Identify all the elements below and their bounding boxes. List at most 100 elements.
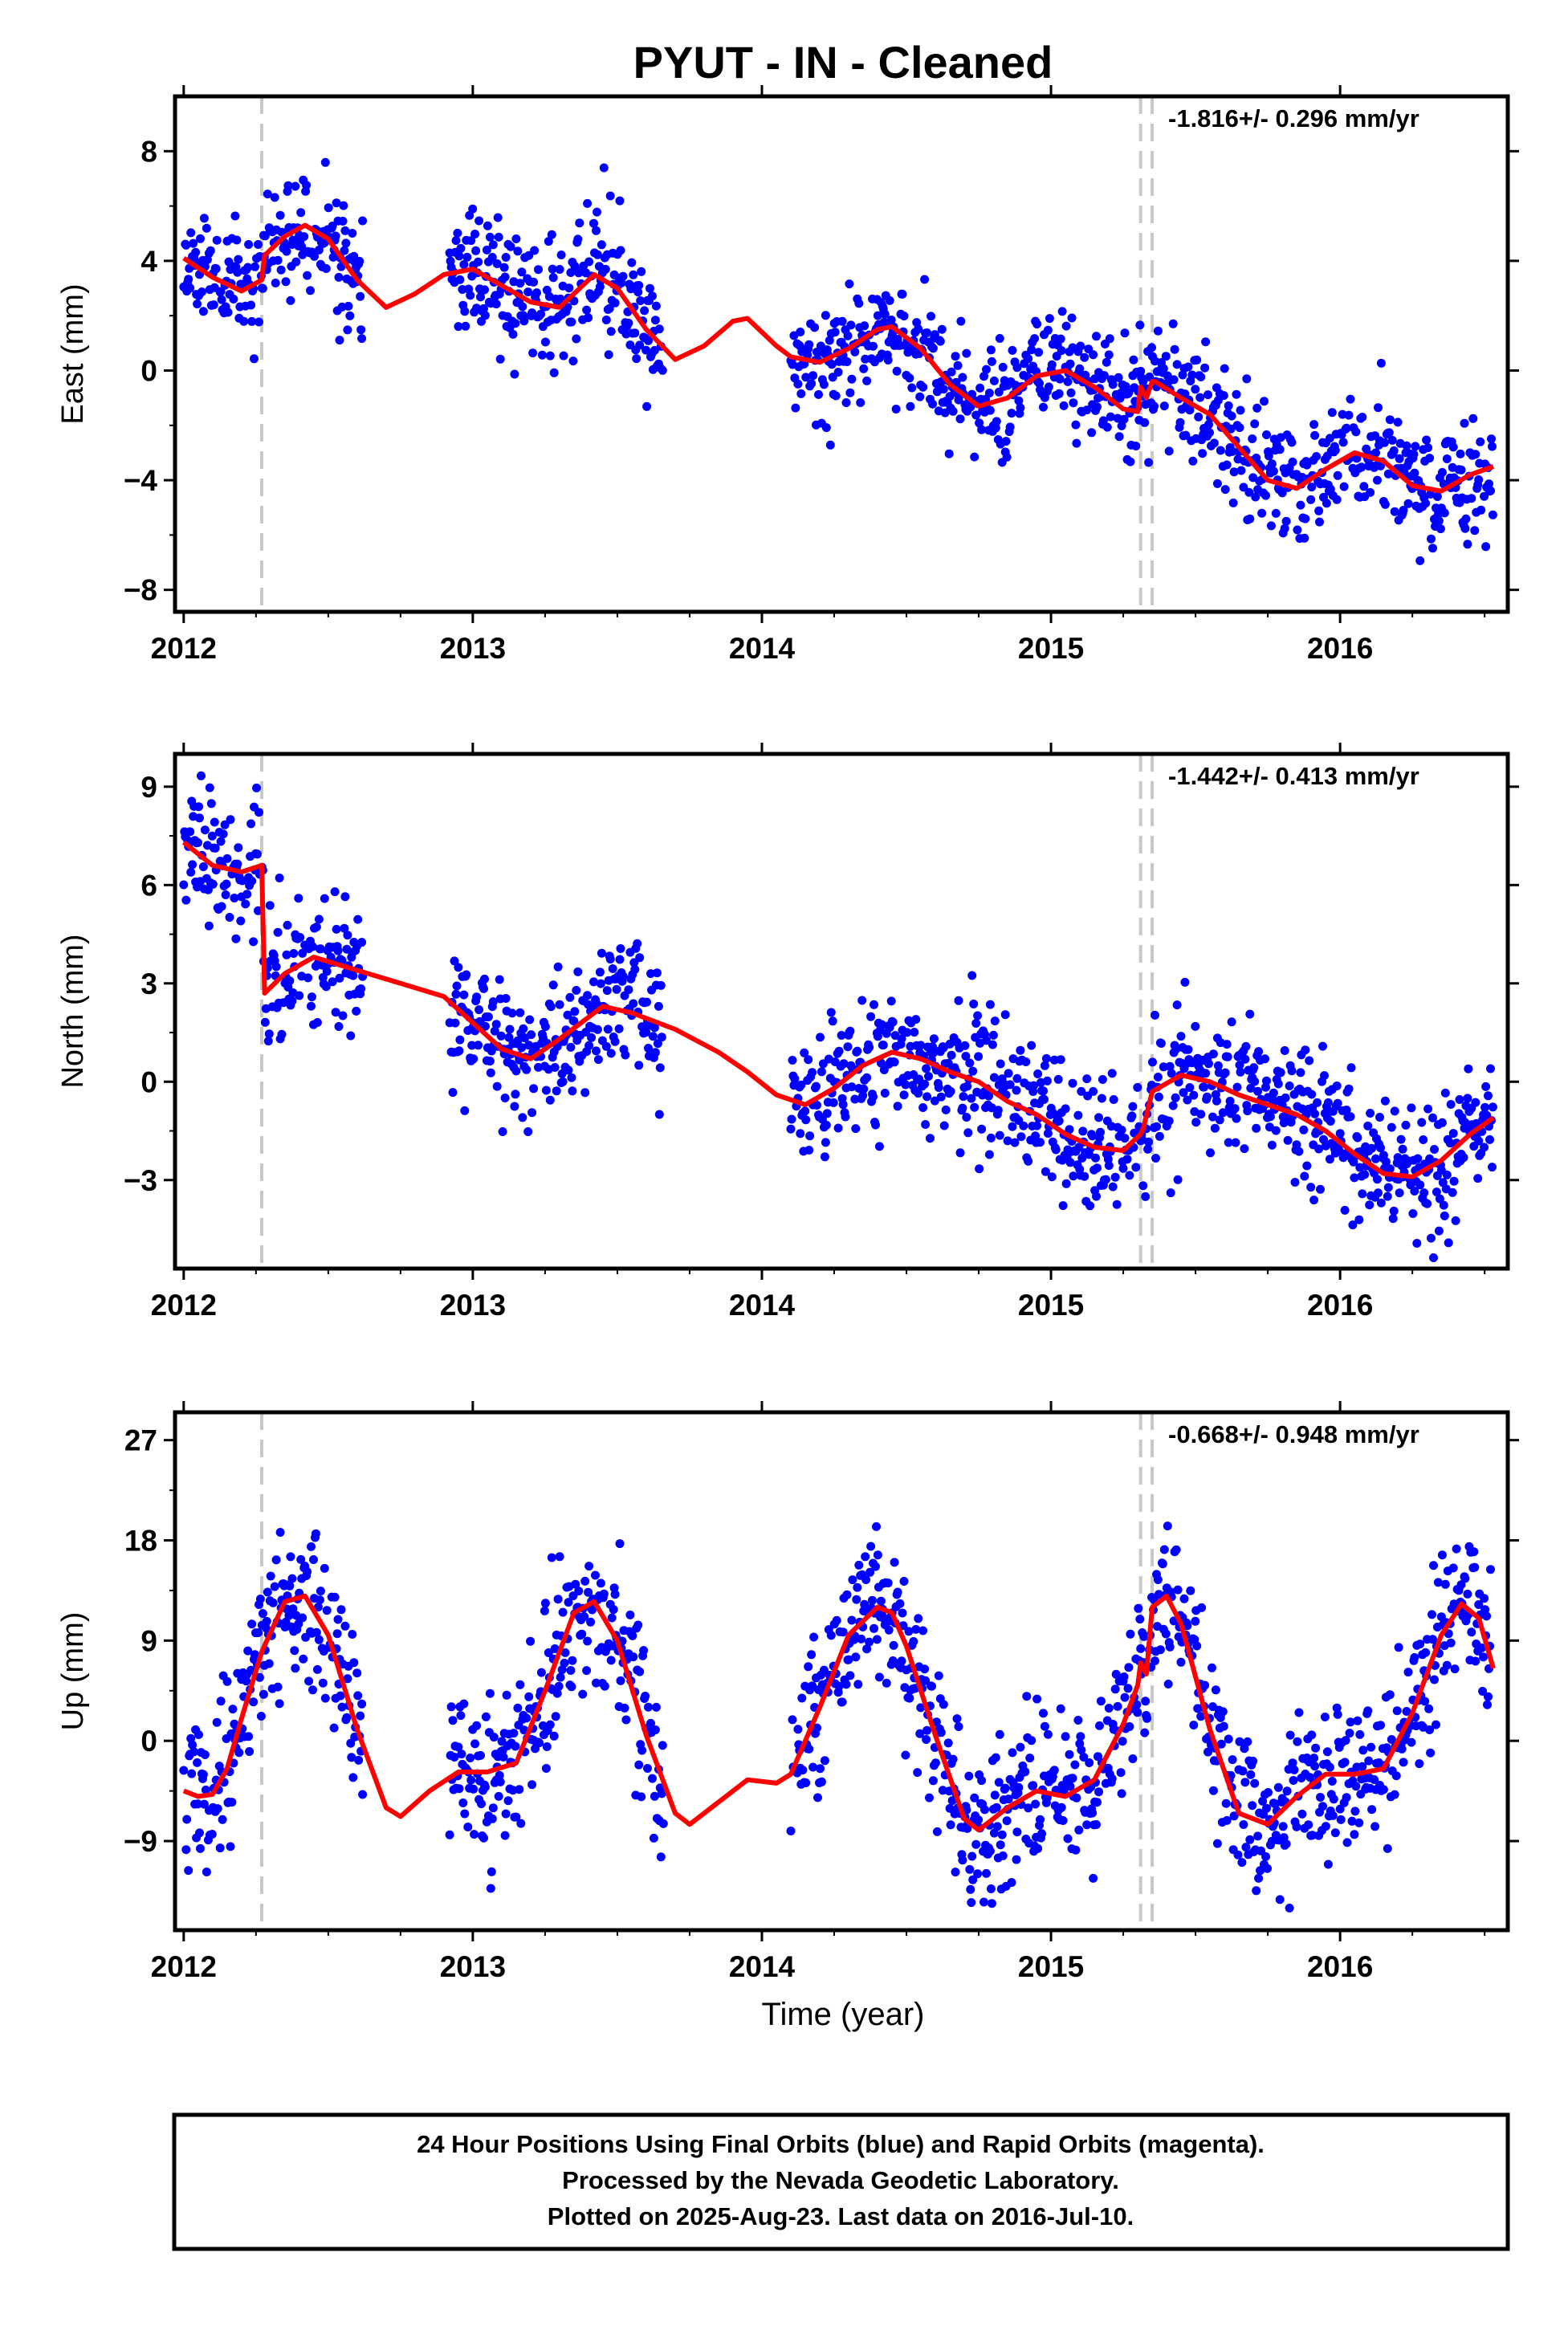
- data-point: [610, 1590, 620, 1599]
- data-point: [937, 324, 947, 334]
- data-point: [1376, 1721, 1385, 1730]
- data-point: [804, 1662, 813, 1672]
- data-point: [336, 1605, 346, 1615]
- data-point: [650, 345, 659, 355]
- data-point: [337, 1702, 347, 1712]
- data-point: [1273, 1782, 1283, 1792]
- data-point: [1033, 1843, 1043, 1853]
- data-point: [315, 1595, 324, 1605]
- data-point: [858, 1091, 868, 1100]
- data-point: [1246, 1083, 1256, 1093]
- data-point: [1358, 1745, 1368, 1755]
- data-point: [1096, 1697, 1106, 1706]
- data-point: [939, 1121, 949, 1130]
- data-point: [311, 1529, 320, 1538]
- data-point: [1065, 1158, 1075, 1167]
- data-point: [501, 994, 511, 1003]
- data-point: [256, 1712, 266, 1721]
- data-point: [1437, 1550, 1447, 1560]
- data-point: [1016, 403, 1025, 413]
- data-point: [341, 238, 351, 248]
- data-point: [621, 1050, 630, 1060]
- data-point: [804, 1744, 814, 1754]
- data-point: [841, 398, 851, 407]
- data-point: [1420, 1697, 1430, 1706]
- data-point: [1110, 1684, 1120, 1694]
- data-point: [1010, 1138, 1020, 1147]
- data-point: [1012, 1827, 1022, 1837]
- data-point: [1380, 499, 1390, 509]
- data-point: [540, 1606, 549, 1615]
- data-point: [480, 1021, 490, 1031]
- data-point: [1056, 334, 1065, 344]
- data-point: [530, 246, 540, 255]
- data-point: [1266, 521, 1276, 531]
- data-point: [316, 1587, 325, 1596]
- data-point: [1151, 1656, 1159, 1666]
- data-point: [1351, 427, 1361, 437]
- data-point: [1482, 1611, 1492, 1621]
- data-point: [1134, 1603, 1143, 1613]
- data-point: [1422, 435, 1432, 445]
- data-point: [1030, 334, 1040, 344]
- data-point: [870, 1623, 878, 1633]
- data-point: [1269, 1088, 1278, 1098]
- data-point: [320, 894, 329, 903]
- data-point: [901, 1080, 910, 1090]
- data-point: [242, 890, 252, 899]
- data-point: [1077, 1745, 1086, 1755]
- data-point: [1085, 1201, 1095, 1211]
- data-point: [277, 1029, 287, 1039]
- data-point: [1322, 1747, 1332, 1757]
- data-point: [1036, 1138, 1045, 1147]
- data-point: [609, 1583, 619, 1593]
- data-point: [583, 198, 593, 208]
- data-point: [454, 1742, 463, 1752]
- data-point: [1257, 508, 1267, 518]
- data-point: [837, 316, 847, 326]
- data-point: [1373, 1175, 1382, 1184]
- data-point: [971, 410, 981, 420]
- data-point: [820, 1756, 829, 1766]
- data-point: [333, 1615, 343, 1624]
- data-point: [1355, 1729, 1365, 1739]
- data-point: [633, 1620, 643, 1630]
- data-point: [947, 367, 956, 377]
- data-point: [1135, 320, 1145, 330]
- data-point: [1107, 1774, 1117, 1783]
- data-point: [1480, 1102, 1490, 1112]
- data-point: [212, 235, 222, 245]
- data-point: [1172, 360, 1182, 369]
- data-point: [1412, 1239, 1422, 1248]
- data-point: [335, 973, 344, 983]
- data-point: [492, 259, 502, 268]
- data-point: [1079, 1753, 1089, 1762]
- data-point: [597, 240, 606, 250]
- data-point: [230, 211, 240, 221]
- data-point: [185, 827, 195, 837]
- data-point: [462, 970, 471, 980]
- data-point: [1118, 1163, 1128, 1173]
- data-point: [1236, 405, 1245, 415]
- data-point: [196, 1843, 205, 1853]
- data-point: [518, 1113, 527, 1122]
- data-point: [615, 1539, 625, 1549]
- data-point: [1043, 1129, 1053, 1139]
- data-point: [1245, 1009, 1255, 1019]
- data-point: [826, 1631, 836, 1640]
- data-point: [583, 1636, 593, 1646]
- data-point: [335, 336, 344, 345]
- data-point: [902, 1028, 912, 1037]
- y-tick-label: 27: [124, 1424, 157, 1457]
- data-point: [1347, 1816, 1357, 1826]
- x-tick-label: 2014: [729, 1289, 796, 1322]
- data-point: [188, 860, 198, 870]
- data-point: [658, 365, 667, 375]
- data-point: [819, 380, 829, 389]
- data-point: [299, 1654, 308, 1664]
- data-point: [499, 263, 509, 272]
- data-point: [1245, 514, 1255, 523]
- footer-line-1: 24 Hour Positions Using Final Orbits (bl…: [417, 2130, 1265, 2158]
- data-point: [963, 1128, 973, 1138]
